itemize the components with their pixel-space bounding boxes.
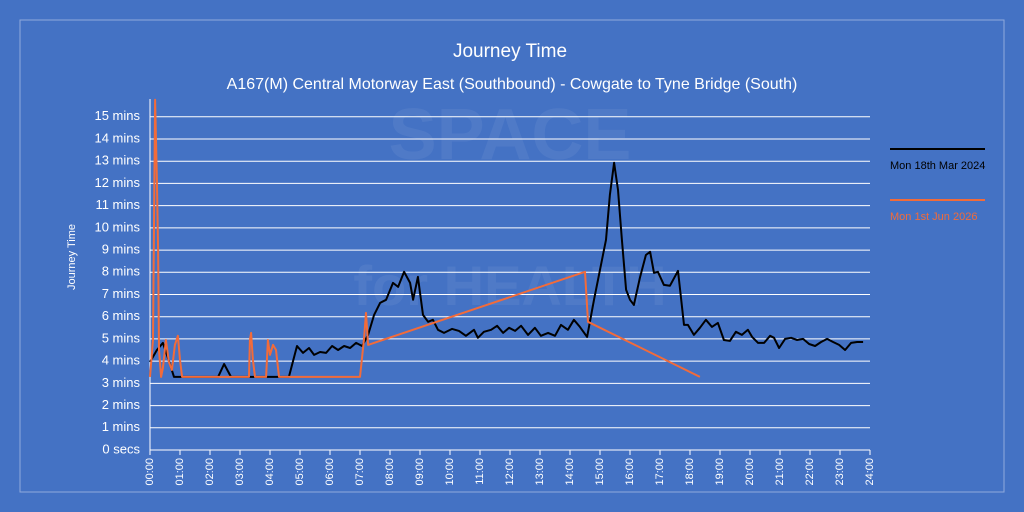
y-tick-label: 13 mins [94,153,140,168]
y-axis-label: Journey Time [66,224,78,290]
y-tick-label: 12 mins [94,175,140,190]
y-tick-label: 8 mins [102,264,141,279]
chart-title: Journey Time [453,41,567,62]
x-tick-label: 22:00 [804,458,816,486]
x-tick-label: 17:00 [654,458,666,486]
y-tick-label: 9 mins [102,242,141,257]
y-tick-label: 4 mins [102,353,141,368]
y-tick-label: 11 mins [95,197,140,212]
watermark: SPACE [389,95,632,175]
x-tick-label: 02:00 [204,458,216,486]
watermark: for HEALTH [353,254,666,317]
x-tick-label: 23:00 [834,458,846,486]
y-tick-label: 7 mins [102,286,141,301]
x-tick-label: 10:00 [444,458,456,486]
x-tick-label: 14:00 [564,458,576,486]
x-tick-label: 19:00 [714,458,726,486]
x-tick-label: 07:00 [354,458,366,486]
series-line [149,98,701,378]
y-tick-label: 1 mins [102,419,141,434]
x-tick-label: 05:00 [294,458,306,486]
series-line [149,161,864,378]
x-tick-label: 11:00 [474,458,486,485]
x-tick-label: 09:00 [414,458,426,486]
y-tick-label: 15 mins [94,108,140,123]
x-tick-label: 08:00 [384,458,396,486]
x-tick-label: 15:00 [594,458,606,486]
y-tick-label: 2 mins [102,397,141,412]
x-tick-label: 00:00 [144,458,156,486]
x-tick-label: 01:00 [174,458,186,486]
legend-label: Mon 1st Jun 2026 [890,211,977,223]
x-tick-label: 04:00 [264,458,276,486]
y-tick-label: 6 mins [102,308,141,323]
legend-label: Mon 18th Mar 2024 [890,160,985,172]
y-tick-label: 14 mins [94,130,140,145]
x-tick-label: 20:00 [744,458,756,486]
x-tick-label: 03:00 [234,458,246,486]
x-tick-label: 12:00 [504,458,516,486]
y-tick-label: 5 mins [102,330,141,345]
x-tick-label: 21:00 [774,458,786,486]
x-tick-label: 18:00 [684,458,696,486]
chart-frame [19,19,1005,493]
y-tick-label: 10 mins [94,219,140,234]
x-tick-label: 16:00 [624,458,636,486]
y-tick-label: 0 secs [102,441,140,456]
x-tick-label: 13:00 [534,458,546,486]
chart-subtitle: A167(M) Central Motorway East (Southboun… [227,76,798,93]
y-tick-label: 3 mins [102,375,141,390]
x-tick-label: 06:00 [324,458,336,486]
x-tick-label: 24:00 [864,458,876,486]
